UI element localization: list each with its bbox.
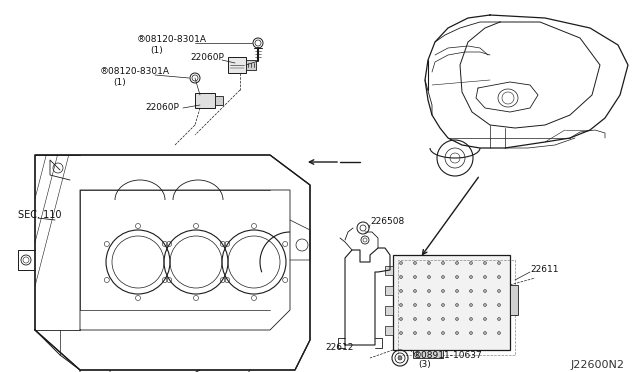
Circle shape	[497, 331, 500, 334]
Text: 22612: 22612	[325, 343, 353, 353]
Circle shape	[428, 331, 431, 334]
Circle shape	[497, 304, 500, 307]
Circle shape	[399, 262, 403, 264]
Bar	[195, 93, 215, 108]
Circle shape	[497, 317, 500, 321]
Circle shape	[413, 304, 417, 307]
Text: J22600N2: J22600N2	[571, 360, 625, 370]
Circle shape	[497, 276, 500, 279]
Circle shape	[470, 331, 472, 334]
Circle shape	[497, 262, 500, 264]
Text: ®08911-10637: ®08911-10637	[413, 350, 483, 359]
Circle shape	[483, 276, 486, 279]
Circle shape	[456, 276, 458, 279]
Circle shape	[470, 276, 472, 279]
Bar	[385, 306, 393, 315]
Circle shape	[456, 262, 458, 264]
Circle shape	[483, 304, 486, 307]
Circle shape	[399, 304, 403, 307]
Circle shape	[413, 317, 417, 321]
Circle shape	[442, 304, 445, 307]
Circle shape	[399, 317, 403, 321]
Bar	[393, 255, 510, 350]
Bar	[385, 286, 393, 295]
Circle shape	[470, 262, 472, 264]
Circle shape	[442, 331, 445, 334]
Circle shape	[442, 317, 445, 321]
Text: 226508: 226508	[370, 218, 404, 227]
Circle shape	[413, 276, 417, 279]
Circle shape	[483, 317, 486, 321]
Circle shape	[428, 289, 431, 292]
Bar	[413, 350, 443, 358]
Text: ®08120-8301A: ®08120-8301A	[100, 67, 170, 77]
Circle shape	[497, 289, 500, 292]
Circle shape	[428, 276, 431, 279]
Text: ®08120-8301A: ®08120-8301A	[137, 35, 207, 45]
Text: (1): (1)	[150, 45, 163, 55]
Text: 22060P: 22060P	[145, 103, 179, 112]
Circle shape	[456, 317, 458, 321]
Bar	[385, 266, 393, 275]
Text: SEC. 110: SEC. 110	[18, 210, 61, 220]
Circle shape	[470, 289, 472, 292]
Circle shape	[470, 317, 472, 321]
Circle shape	[470, 304, 472, 307]
Text: 22060P: 22060P	[190, 54, 224, 62]
Circle shape	[399, 331, 403, 334]
Circle shape	[413, 331, 417, 334]
Circle shape	[442, 289, 445, 292]
Bar	[246, 60, 256, 70]
Circle shape	[399, 289, 403, 292]
Text: (1): (1)	[113, 77, 125, 87]
Bar	[510, 285, 518, 315]
Bar	[228, 57, 246, 73]
Circle shape	[456, 331, 458, 334]
Circle shape	[413, 289, 417, 292]
Circle shape	[483, 262, 486, 264]
Circle shape	[428, 317, 431, 321]
Bar	[215, 96, 223, 105]
Circle shape	[442, 276, 445, 279]
Circle shape	[398, 356, 402, 360]
Bar	[398, 260, 515, 355]
Circle shape	[442, 262, 445, 264]
Circle shape	[399, 276, 403, 279]
Text: (3): (3)	[418, 360, 431, 369]
Circle shape	[413, 262, 417, 264]
Circle shape	[456, 304, 458, 307]
Circle shape	[483, 331, 486, 334]
Bar	[385, 326, 393, 335]
Circle shape	[428, 304, 431, 307]
Circle shape	[428, 262, 431, 264]
Text: 22611: 22611	[530, 266, 559, 275]
Circle shape	[483, 289, 486, 292]
Circle shape	[456, 289, 458, 292]
